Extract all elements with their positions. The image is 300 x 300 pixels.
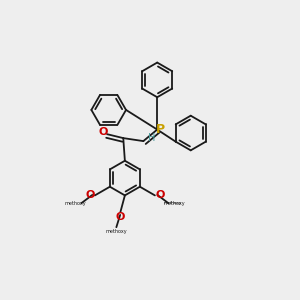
- Text: methoxy: methoxy: [164, 201, 182, 205]
- Text: methoxy: methoxy: [65, 201, 86, 206]
- Text: H: H: [148, 133, 156, 143]
- Text: O: O: [155, 190, 165, 200]
- Text: O: O: [98, 127, 108, 137]
- Text: methoxy: methoxy: [106, 229, 127, 234]
- Text: O: O: [115, 212, 124, 222]
- Text: methoxy: methoxy: [163, 201, 185, 206]
- Text: P: P: [155, 123, 164, 136]
- Text: O: O: [85, 190, 94, 200]
